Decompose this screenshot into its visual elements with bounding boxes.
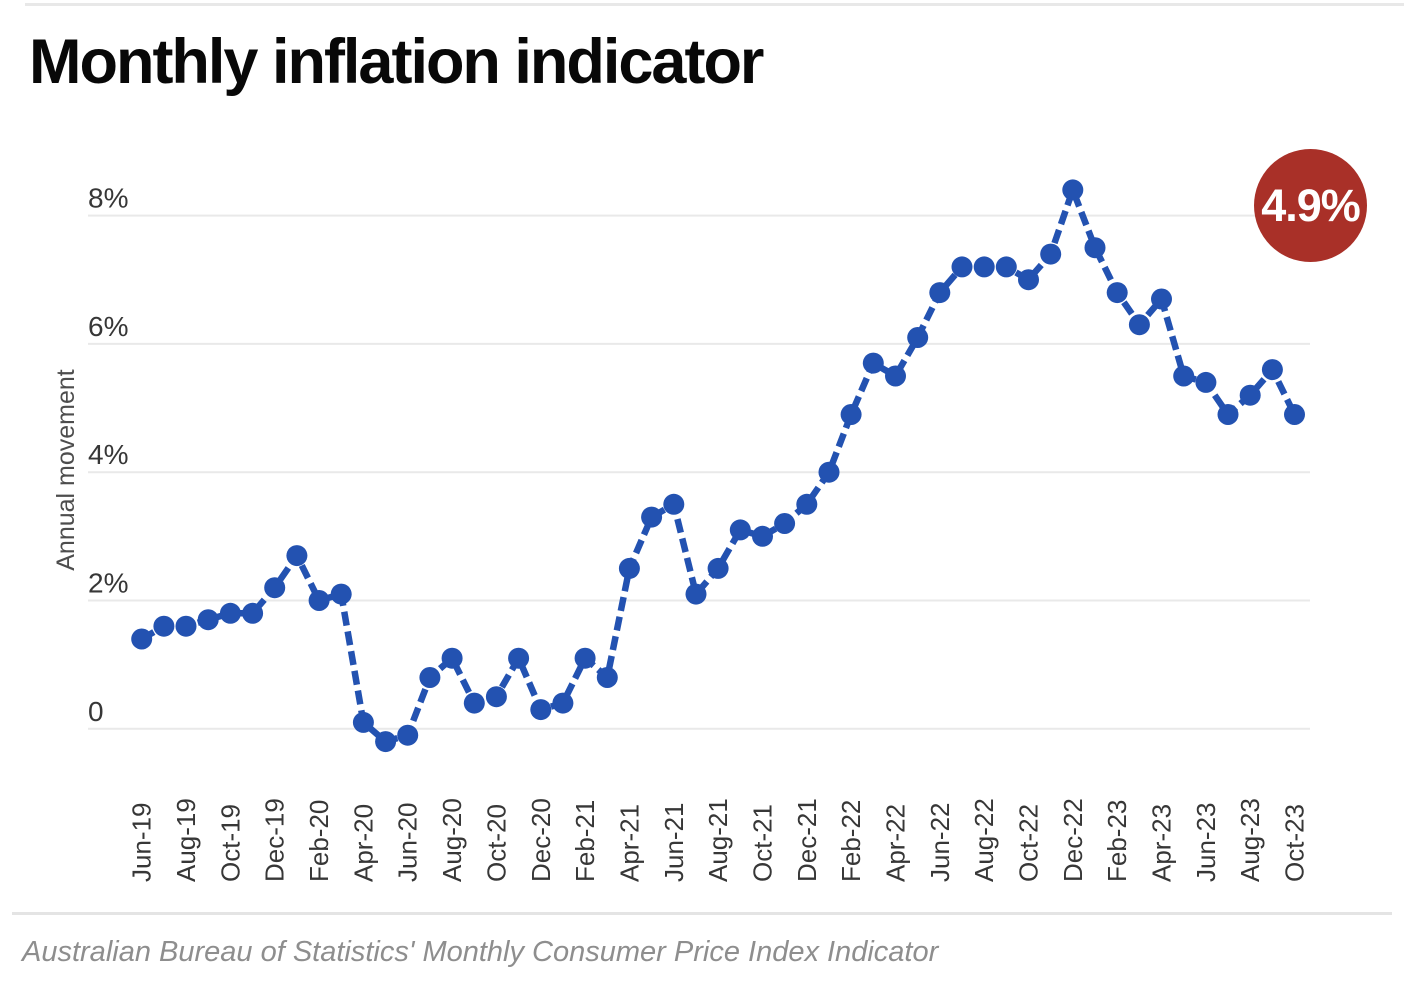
data-point (1173, 365, 1195, 387)
data-point (441, 647, 463, 669)
data-point (397, 724, 419, 746)
x-tick-label: Apr-21 (614, 804, 644, 882)
series-line (140, 186, 1298, 745)
x-tick-label: Feb-22 (836, 800, 866, 882)
data-point (1217, 404, 1239, 425)
data-point (286, 545, 308, 567)
x-tick-label: Dec-20 (526, 798, 556, 882)
data-point (818, 461, 840, 483)
data-point (308, 590, 330, 611)
x-tick-label: Jun-21 (659, 803, 689, 883)
data-point (530, 699, 552, 721)
x-tick-label: Apr-20 (348, 804, 378, 882)
x-tick-label: Oct-22 (1014, 804, 1044, 882)
data-point (219, 602, 241, 624)
x-tick-label: Aug-20 (437, 798, 467, 882)
data-point (1062, 179, 1084, 201)
x-tick-label: Jun-22 (925, 802, 955, 882)
data-point (1018, 269, 1039, 291)
data-point (264, 577, 286, 599)
data-point (175, 615, 197, 637)
x-tick-label: Jun-19 (127, 803, 157, 883)
data-point (419, 667, 441, 688)
x-tick-label: Oct-23 (1280, 804, 1310, 882)
x-tick-label: Jun-23 (1191, 803, 1221, 883)
data-point (375, 731, 397, 753)
x-tick-label: Feb-20 (304, 800, 334, 882)
data-point (1239, 384, 1261, 406)
x-tick-label: Apr-22 (880, 804, 910, 882)
data-point (1195, 371, 1217, 393)
x-tick-label: Aug-21 (703, 798, 733, 882)
x-tick-label: Aug-19 (171, 798, 201, 882)
x-tick-label: Oct-19 (215, 804, 245, 882)
data-point (707, 557, 729, 579)
x-tick-label: Feb-21 (570, 800, 600, 882)
y-tick-label: 6% (88, 311, 128, 342)
top-divider (25, 3, 1404, 6)
data-point (131, 628, 153, 650)
data-point (885, 365, 906, 387)
latest-value-label: 4.9% (1261, 179, 1361, 231)
x-tick-label: Aug-23 (1235, 798, 1265, 882)
data-point (330, 583, 352, 605)
data-point (685, 583, 707, 605)
data-point (1284, 404, 1305, 425)
y-tick-label: 2% (88, 568, 128, 599)
data-point (929, 282, 951, 304)
data-point (1106, 282, 1128, 304)
x-tick-label: Jun-20 (393, 803, 423, 883)
y-tick-label: 0 (88, 696, 104, 727)
data-point (907, 327, 929, 348)
data-point (641, 506, 663, 528)
latest-value-badge: 4.9% (1254, 149, 1367, 262)
data-point (463, 692, 485, 714)
y-tick-label: 8% (88, 183, 128, 214)
x-tick-label: Dec-22 (1058, 798, 1088, 882)
data-point (796, 493, 818, 515)
data-point (973, 256, 995, 278)
x-tick-label: Oct-21 (747, 804, 777, 882)
x-tick-label: Feb-23 (1102, 800, 1132, 882)
x-tick-label: Aug-22 (969, 798, 999, 882)
data-point (774, 513, 796, 534)
x-tick-label: Apr-23 (1147, 804, 1177, 882)
data-point (552, 692, 574, 714)
data-point (1151, 288, 1172, 310)
data-point (862, 352, 884, 374)
data-point (1261, 359, 1283, 381)
y-tick-label: 4% (88, 439, 128, 470)
data-point (352, 711, 374, 733)
data-point (663, 493, 685, 515)
data-point (485, 686, 507, 708)
data-point (618, 557, 640, 579)
data-point (729, 519, 751, 541)
data-point (574, 647, 596, 669)
data-point (508, 647, 530, 669)
x-tick-label: Oct-20 (481, 804, 511, 882)
data-point (153, 615, 175, 637)
data-point (197, 609, 219, 631)
data-point (1128, 314, 1150, 336)
data-point (1084, 237, 1106, 259)
source-note: Australian Bureau of Statistics' Monthly… (22, 936, 939, 968)
x-tick-label: Dec-21 (792, 798, 822, 882)
data-point (951, 256, 973, 278)
data-point (840, 404, 862, 425)
data-point (1040, 243, 1062, 265)
page-title: Monthly inflation indicator (29, 27, 764, 97)
data-point (995, 256, 1017, 278)
data-point (242, 602, 264, 624)
data-point (596, 667, 618, 688)
x-tick-label: Dec-19 (260, 798, 290, 882)
data-point (752, 525, 773, 547)
y-axis-title: Annual movement (52, 369, 80, 571)
bottom-divider (12, 912, 1392, 915)
